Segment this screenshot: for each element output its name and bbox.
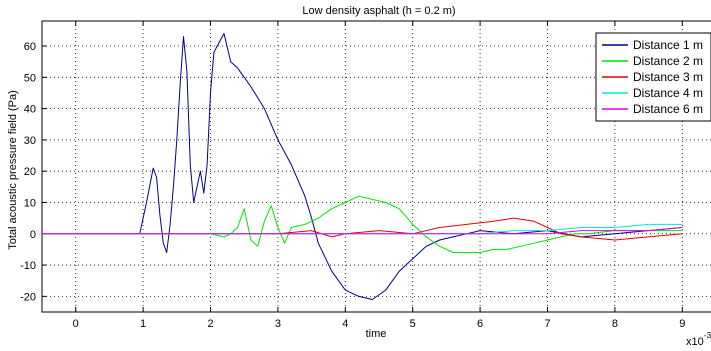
- series-line-2: [42, 195, 683, 253]
- legend: Distance 1 m Distance 2 m Distance 3 m Dist…: [595, 32, 711, 122]
- legend-label: Distance 2 m: [633, 54, 703, 68]
- y-tick-label: 20: [24, 166, 36, 178]
- y-tick-label: 40: [24, 104, 36, 116]
- y-tick-label: 30: [24, 135, 36, 147]
- chart-title: Low density asphalt (h = 0.2 m): [302, 5, 455, 17]
- x-axis-ticks: 0 1 2 3 4 5 6 7 8 9: [73, 21, 685, 330]
- x-tick-label: 9: [679, 318, 685, 330]
- legend-label: Distance 4 m: [633, 86, 703, 100]
- y-tick-label: -20: [20, 291, 36, 303]
- x-tick-label: 5: [410, 318, 416, 330]
- x-multiplier-exponent: -3: [704, 331, 711, 340]
- x-tick-label: 7: [544, 318, 550, 330]
- x-tick-label: 1: [140, 318, 146, 330]
- x-tick-label: 3: [275, 318, 281, 330]
- x-tick-label: 4: [342, 318, 348, 330]
- series-line-1: [42, 33, 683, 300]
- x-tick-label: 0: [73, 318, 79, 330]
- legend-label: Distance 1 m: [633, 38, 703, 52]
- y-axis-label: Total acoustic pressure field (Pa): [7, 90, 19, 250]
- x-axis-label: time: [366, 328, 387, 340]
- x-axis-multiplier: x10 -3: [686, 331, 711, 348]
- x-tick-label: 2: [207, 318, 213, 330]
- y-axis-ticks: -20 -10 0 10 20 30 40 50 60: [20, 41, 47, 303]
- legend-label: Distance 3 m: [633, 70, 703, 84]
- y-tick-label: -10: [20, 260, 36, 272]
- x-tick-label: 8: [612, 318, 618, 330]
- legend-items: Distance 1 m Distance 2 m Distance 3 m Dist…: [602, 38, 703, 116]
- series-layer: [42, 33, 683, 300]
- y-tick-label: 60: [24, 41, 36, 53]
- series-line-3: [42, 217, 683, 241]
- series-line-5: [42, 227, 683, 235]
- y-tick-label: 50: [24, 72, 36, 84]
- y-tick-label: 0: [30, 229, 36, 241]
- legend-label: Distance 6 m: [633, 102, 703, 116]
- y-tick-label: 10: [24, 197, 36, 209]
- x-tick-label: 6: [477, 318, 483, 330]
- x-multiplier-base: x10: [686, 336, 704, 348]
